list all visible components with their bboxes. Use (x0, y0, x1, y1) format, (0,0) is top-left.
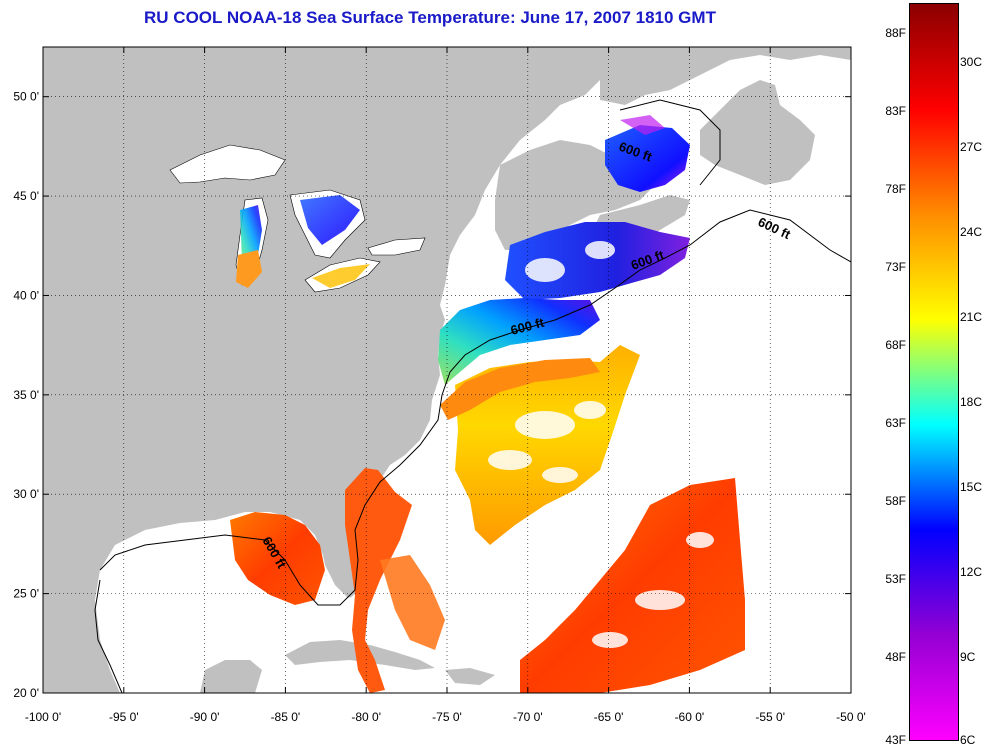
colorbar-c-label: 30C (960, 55, 983, 69)
colorbar-c-label: 27C (960, 140, 983, 154)
lon-tick-label: -100 0' (25, 710, 61, 724)
colorbar-c-label: 15C (960, 480, 983, 494)
labrador-land (600, 47, 851, 105)
colorbar-f-label: 43F (885, 733, 906, 747)
sst-bahamas (380, 555, 445, 650)
contour-600ft-shelf (619, 99, 721, 186)
map-title: RU COOL NOAA-18 Sea Surface Temperature:… (144, 8, 716, 27)
lon-tick-label: -75 0' (432, 710, 462, 724)
colorbar-c-label: 9C (960, 650, 976, 664)
temperature-colorbar (909, 3, 959, 741)
lat-tick-label: 50 0' (13, 90, 39, 104)
sst-atlantic-south (520, 478, 745, 693)
newfoundland-land (700, 80, 815, 185)
axis-tick-labels: -100 0' -95 0' -90 0' -85 0' -80 0' -75 0' -70… (13, 90, 865, 724)
lon-tick-label: -90 0' (190, 710, 220, 724)
colorbar-f-label: 73F (885, 260, 906, 274)
lon-tick-label: -80 0' (351, 710, 381, 724)
sst-gulf-stream-band (440, 358, 600, 420)
lon-tick-label: -70 0' (513, 710, 543, 724)
lon-tick-label: -50 0' (836, 710, 866, 724)
north-america-land (43, 47, 600, 693)
colorbar-f-label: 88F (885, 26, 906, 40)
lon-tick-label: -85 0' (271, 710, 301, 724)
colorbar-c-label: 24C (960, 225, 983, 239)
lat-tick-label: 30 0' (13, 487, 39, 501)
lake-ontario (367, 237, 426, 256)
sst-lake-michigan-south (236, 250, 262, 288)
colorbar-c-label: 18C (960, 395, 983, 409)
yucatan-land (200, 660, 262, 693)
sst-gulf-st-lawrence (605, 125, 690, 192)
colorbar-c-label: 6C (960, 733, 976, 747)
sst-shelf-mid-atlantic (438, 298, 600, 385)
colorbar-f-label: 53F (885, 572, 906, 586)
colorbar-f-label: 83F (885, 104, 906, 118)
sst-gulf-st-lawrence-magenta (620, 115, 665, 135)
lon-tick-label: -95 0' (109, 710, 139, 724)
lat-tick-label: 35 0' (13, 388, 39, 402)
colorbar-f-label: 58F (885, 494, 906, 508)
lat-tick-label: 20 0' (13, 686, 39, 700)
colorbar-c-label: 21C (960, 310, 983, 324)
lon-tick-label: -60 0' (675, 710, 705, 724)
contour-600ft-gulf (94, 579, 123, 693)
lat-tick-label: 45 0' (13, 189, 39, 203)
lake-superior (169, 144, 286, 184)
cloud-gaps (488, 241, 714, 648)
colorbar-f-label: 48F (885, 650, 906, 664)
hispaniola-land (445, 668, 495, 685)
lat-tick-label: 25 0' (13, 587, 39, 601)
lat-tick-label: 40 0' (13, 288, 39, 302)
axis-ticks (42, 47, 852, 694)
colorbar-f-label: 68F (885, 338, 906, 352)
contour-600ft (99, 209, 851, 606)
sst-lake-huron (300, 195, 360, 245)
colorbar-f-label: 63F (885, 416, 906, 430)
sst-lake-erie (312, 264, 370, 288)
sst-gulf-of-mexico (230, 512, 325, 605)
sst-sargasso-north (455, 345, 640, 545)
sst-southeast-coast (345, 468, 412, 693)
colorbar-f-label: 78F (885, 182, 906, 196)
lon-tick-label: -65 0' (594, 710, 624, 724)
lon-tick-label: -55 0' (755, 710, 785, 724)
colorbar-c-label: 12C (960, 565, 983, 579)
